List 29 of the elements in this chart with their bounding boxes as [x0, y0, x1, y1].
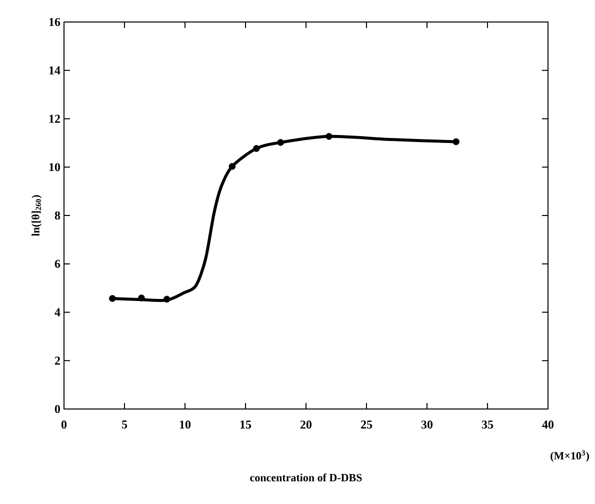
x-tick-label: 0 [61, 420, 67, 429]
x-tick-label: 5 [122, 420, 128, 428]
y-tick-label: 16 [49, 18, 60, 26]
x-tick-label: 25 [361, 420, 372, 429]
y-tick-label: 0 [54, 404, 60, 414]
point [452, 138, 460, 146]
x-axis-title: concentration of D-DBS [250, 473, 362, 482]
y-tick-label: 14 [49, 66, 60, 74]
x-tick-label: 15 [240, 420, 252, 429]
point [109, 295, 116, 302]
point [163, 296, 170, 303]
y-axis-title: ln([θ]$_{260}$) [32, 195, 42, 236]
point [252, 145, 260, 152]
x-tick-label: 10 [180, 420, 191, 429]
point [138, 294, 145, 302]
x-tick-label: 40 [542, 420, 554, 429]
x-tick-label: 30 [421, 420, 433, 429]
y-tick-label: 6 [54, 260, 60, 268]
y-tick-label: 4 [54, 308, 60, 316]
y-tick-label: 12 [49, 114, 60, 123]
text: (M×10$^{3}$) [550, 450, 589, 462]
point [277, 139, 284, 146]
point [228, 163, 236, 170]
y-tick-label: 8 [54, 211, 60, 220]
point [326, 133, 332, 140]
x-tick-label: 20 [300, 420, 312, 429]
y-tick-label: 2 [54, 356, 60, 365]
x-tick-label: 35 [482, 420, 494, 429]
y-tick-label: 10 [49, 163, 60, 172]
